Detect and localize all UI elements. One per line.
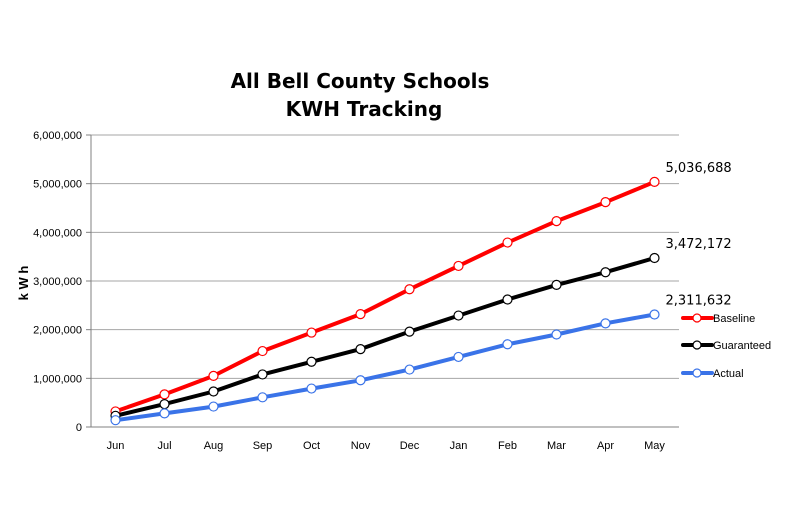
y-tick-label: 5,000,000 bbox=[33, 179, 82, 191]
chart-title-line-1: All Bell County Schools bbox=[231, 69, 490, 93]
series-line-baseline bbox=[113, 179, 657, 414]
x-tick-label: Jan bbox=[450, 440, 468, 452]
y-tick-label: 3,000,000 bbox=[33, 276, 82, 288]
data-point-actual bbox=[257, 392, 268, 403]
data-point-baseline bbox=[257, 345, 268, 357]
data-point-baseline bbox=[649, 176, 660, 187]
x-tick-label: Jul bbox=[157, 440, 171, 452]
data-point-actual bbox=[355, 375, 366, 386]
data-point-guaranteed bbox=[306, 356, 317, 367]
y-tick-label: 4,000,000 bbox=[33, 227, 82, 239]
data-point-actual bbox=[404, 364, 415, 375]
series-lines bbox=[110, 176, 660, 426]
chart-title-line-2: KWH Tracking bbox=[286, 97, 443, 121]
x-tick-label: Nov bbox=[351, 440, 371, 452]
data-point-actual bbox=[159, 408, 170, 419]
x-tick-labels: Jun Jul Aug Sep Oct Nov Dec Jan Feb Mar Apr May bbox=[107, 440, 666, 452]
x-tick-label: Jun bbox=[107, 440, 125, 452]
data-point-guaranteed bbox=[404, 326, 415, 337]
data-point-guaranteed bbox=[649, 252, 660, 264]
end-label-baseline: 5,036,688 bbox=[666, 161, 732, 176]
x-tick-label: Feb bbox=[498, 440, 517, 452]
data-point-actual bbox=[502, 339, 513, 350]
legend-marker-actual bbox=[692, 368, 702, 378]
data-point-actual bbox=[453, 351, 464, 363]
data-point-actual bbox=[306, 383, 317, 394]
data-point-guaranteed bbox=[159, 399, 170, 410]
x-tick-label: Aug bbox=[204, 440, 224, 452]
x-tick-label: Sep bbox=[253, 440, 273, 452]
x-tick-label: Dec bbox=[400, 440, 420, 452]
data-point-guaranteed bbox=[551, 279, 562, 290]
data-point-guaranteed bbox=[208, 386, 219, 397]
data-point-baseline bbox=[551, 216, 562, 227]
data-point-baseline bbox=[355, 308, 366, 320]
x-tick-label: Apr bbox=[597, 440, 614, 452]
data-point-guaranteed bbox=[502, 294, 513, 305]
axes bbox=[86, 134, 679, 428]
y-tick-label: 1,000,000 bbox=[33, 373, 82, 385]
data-point-guaranteed bbox=[600, 267, 611, 278]
data-point-baseline bbox=[208, 370, 219, 381]
series-line-guaranteed bbox=[113, 256, 657, 418]
y-tick-labels: 0 1,000,000 2,000,000 3,000,000 4,000,000 5,0… bbox=[33, 130, 82, 434]
legend-label-guaranteed: Guaranteed bbox=[713, 340, 771, 352]
end-label-actual: 2,311,632 bbox=[666, 294, 732, 309]
x-tick-label: Mar bbox=[547, 440, 566, 452]
legend: Baseline Guaranteed Actual bbox=[681, 313, 771, 380]
legend-marker-guaranteed bbox=[692, 340, 702, 350]
gridlines bbox=[91, 134, 679, 379]
y-tick-label: 6,000,000 bbox=[33, 130, 82, 142]
data-point-guaranteed bbox=[453, 310, 464, 321]
data-point-actual bbox=[649, 309, 660, 320]
x-tick-label: Oct bbox=[303, 440, 320, 452]
y-tick-label: 2,000,000 bbox=[33, 325, 82, 337]
data-point-baseline bbox=[306, 327, 317, 338]
legend-marker-baseline bbox=[692, 313, 702, 323]
end-data-labels: 5,036,688 3,472,172 2,311,632 bbox=[666, 161, 732, 309]
end-label-guaranteed: 3,472,172 bbox=[666, 237, 732, 252]
x-tick-label: May bbox=[644, 440, 665, 452]
data-point-guaranteed bbox=[257, 369, 268, 380]
legend-label-actual: Actual bbox=[713, 368, 744, 380]
data-point-baseline bbox=[600, 197, 611, 208]
data-point-actual bbox=[110, 415, 121, 426]
data-point-baseline bbox=[453, 260, 464, 272]
data-point-actual bbox=[600, 318, 611, 329]
data-point-actual bbox=[208, 401, 219, 412]
y-tick-label: 0 bbox=[76, 422, 82, 434]
data-point-guaranteed bbox=[355, 344, 366, 355]
data-point-baseline bbox=[159, 389, 170, 400]
y-axis-label: k W h bbox=[16, 266, 31, 301]
data-point-actual bbox=[551, 329, 562, 340]
legend-label-baseline: Baseline bbox=[713, 313, 755, 325]
data-point-baseline bbox=[404, 284, 415, 295]
data-point-baseline bbox=[502, 237, 513, 248]
series-line-actual bbox=[113, 312, 657, 423]
